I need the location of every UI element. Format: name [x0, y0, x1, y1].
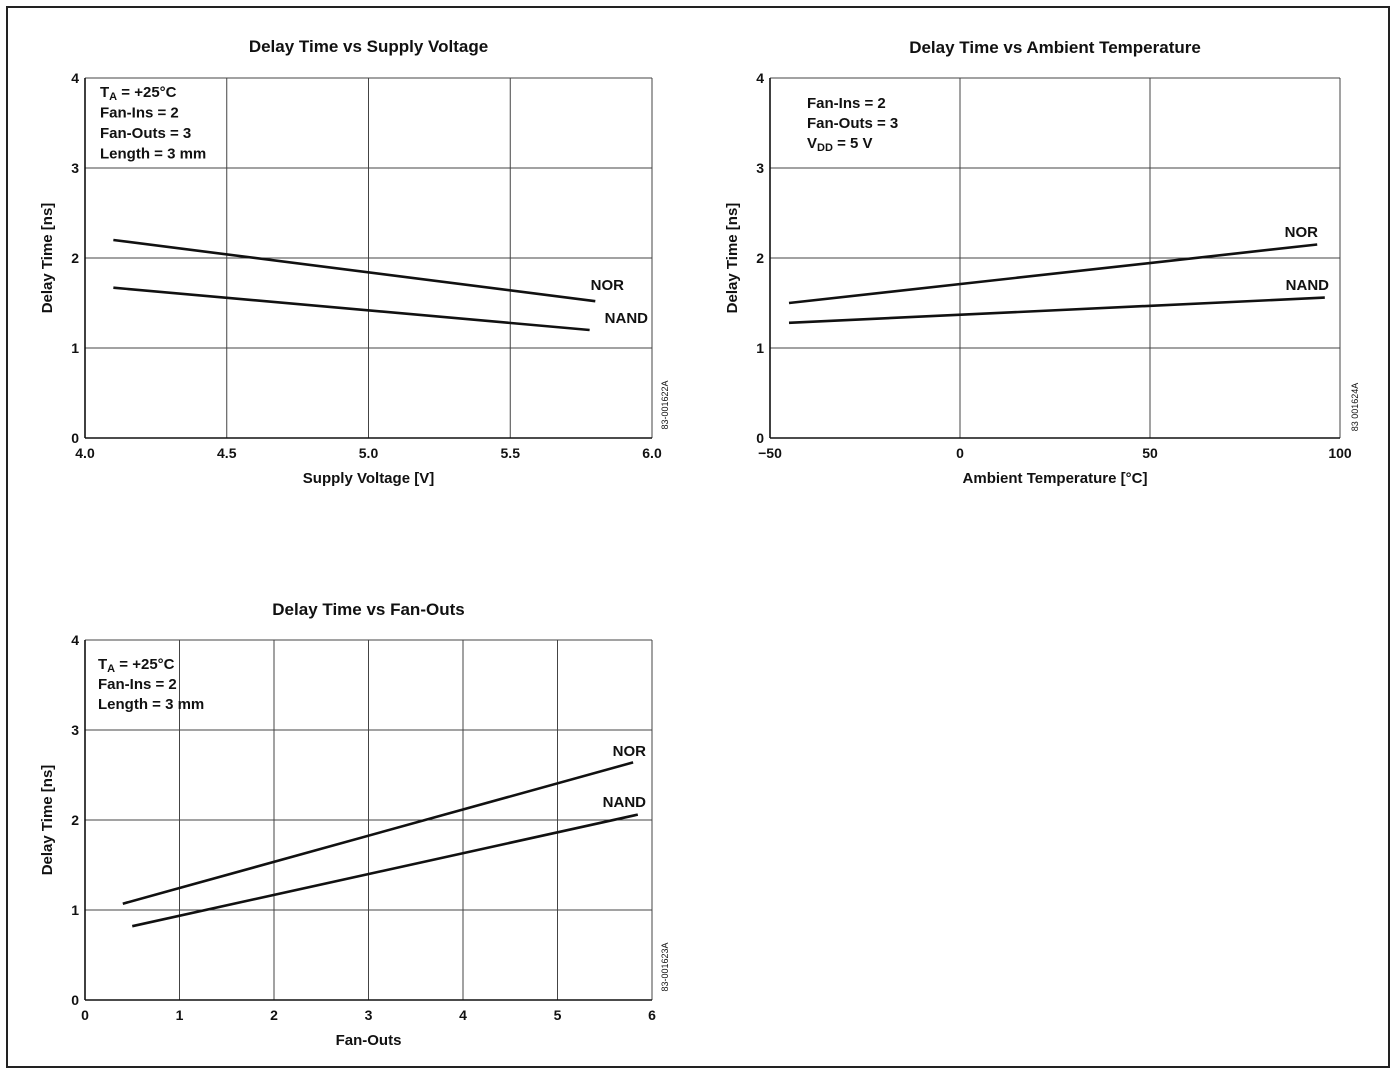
series-line-nor	[122, 761, 634, 905]
conditions-annotation: Fan-Ins = 2	[98, 676, 177, 693]
chart-1: Delay Time vs Supply Voltage 4.0 4.5 5.0 5.5…	[39, 37, 670, 487]
series-label: NOR	[613, 743, 647, 760]
x-tick-label: 1	[176, 1007, 184, 1023]
x-axis-label: Ambient Temperature [°C]	[963, 470, 1148, 487]
conditions-annotation: TA = +25°C	[100, 84, 177, 103]
annotation-subscript: A	[109, 91, 117, 103]
x-tick-label: 4.5	[217, 445, 237, 461]
annotation-text: Fan-Ins = 2	[100, 105, 179, 122]
x-tick-label: 4.0	[75, 445, 95, 461]
chart-title: Delay Time vs Fan-Outs	[272, 600, 464, 619]
chart-title: Delay Time vs Ambient Temperature	[909, 38, 1201, 57]
annotation-text: V	[807, 135, 817, 152]
series-label: NAND	[605, 310, 648, 327]
x-tick-label: 6	[648, 1007, 656, 1023]
x-tick-label: 4	[459, 1007, 467, 1023]
y-tick-label: 1	[71, 902, 79, 918]
y-tick-label: 2	[71, 812, 79, 828]
annotation-text: = +25°C	[117, 84, 177, 101]
x-axis-label: Supply Voltage [V]	[303, 470, 434, 487]
figure-code: 83-001622A	[660, 380, 670, 429]
conditions-annotation: Fan-Outs = 3	[100, 125, 191, 142]
y-tick-label: 4	[71, 632, 79, 648]
y-tick-label: 0	[71, 992, 79, 1008]
conditions-annotation: Fan-Ins = 2	[807, 95, 886, 112]
annotation-text: Fan-Ins = 2	[98, 676, 177, 693]
annotation-text: T	[98, 656, 107, 673]
y-tick-label: 4	[71, 70, 79, 86]
x-tick-label: 5	[554, 1007, 562, 1023]
conditions-annotation: Fan-Outs = 3	[807, 115, 898, 132]
y-tick-label: 0	[756, 430, 764, 446]
annotation-text: T	[100, 84, 109, 101]
y-tick-label: 2	[756, 250, 764, 266]
chart-title: Delay Time vs Supply Voltage	[249, 37, 488, 56]
annotation-text: Fan-Outs = 3	[807, 115, 898, 132]
annotation-text: Fan-Ins = 2	[807, 95, 886, 112]
series-line-nor	[788, 243, 1318, 305]
x-tick-label: 6.0	[642, 445, 662, 461]
y-axis-label: Delay Time [ns]	[39, 765, 56, 876]
y-tick-label: 3	[71, 160, 79, 176]
series-line-nor	[113, 238, 596, 303]
series-label: NOR	[591, 277, 625, 294]
y-tick-label: 1	[71, 340, 79, 356]
annotation-text: Fan-Outs = 3	[100, 125, 191, 142]
x-tick-label: 50	[1142, 445, 1158, 461]
annotation-subscript: DD	[817, 142, 833, 154]
x-tick-label: 5.5	[501, 445, 521, 461]
x-tick-label: 0	[81, 1007, 89, 1023]
conditions-annotation: VDD = 5 V	[807, 135, 873, 154]
conditions-annotation: Length = 3 mm	[98, 696, 204, 713]
x-tick-label: 2	[270, 1007, 278, 1023]
annotation-text: = +25°C	[115, 656, 175, 673]
x-tick-label: −50	[758, 445, 782, 461]
annotation-text: = 5 V	[833, 135, 873, 152]
x-axis-label: Fan-Outs	[336, 1032, 402, 1049]
x-tick-label: 0	[956, 445, 964, 461]
series-line-nand	[131, 813, 639, 928]
annotation-text: Length = 3 mm	[98, 696, 204, 713]
y-tick-label: 4	[756, 70, 764, 86]
series-label: NAND	[1286, 277, 1329, 294]
y-tick-label: 1	[756, 340, 764, 356]
figure-code: 83 001624A	[1350, 383, 1360, 432]
conditions-annotation: Fan-Ins = 2	[100, 105, 179, 122]
x-tick-label: 3	[365, 1007, 373, 1023]
chart-3: Delay Time vs Fan-Outs 0 1 2 3 4 5 6 0 1 2 3 4 Fan-Ou…	[39, 600, 670, 1049]
x-tick-label: 100	[1328, 445, 1352, 461]
y-tick-label: 3	[756, 160, 764, 176]
figure-code: 83-001623A	[660, 942, 670, 991]
conditions-annotation: TA = +25°C	[98, 656, 175, 675]
conditions-annotation: Length = 3 mm	[100, 146, 206, 163]
y-tick-label: 2	[71, 250, 79, 266]
series-label: NOR	[1285, 224, 1319, 241]
x-tick-label: 5.0	[359, 445, 379, 461]
annotation-subscript: A	[107, 663, 115, 675]
series-line-nand	[113, 286, 590, 332]
figure-border	[6, 6, 1390, 1068]
y-axis-label: Delay Time [ns]	[39, 203, 56, 314]
annotation-text: Length = 3 mm	[100, 146, 206, 163]
chart-2: Delay Time vs Ambient Temperature−50 0 50 1…	[724, 38, 1360, 487]
series-label: NAND	[603, 794, 646, 811]
series-line-nand	[788, 296, 1325, 325]
y-tick-label: 0	[71, 430, 79, 446]
y-tick-label: 3	[71, 722, 79, 738]
y-axis-label: Delay Time [ns]	[724, 203, 741, 314]
